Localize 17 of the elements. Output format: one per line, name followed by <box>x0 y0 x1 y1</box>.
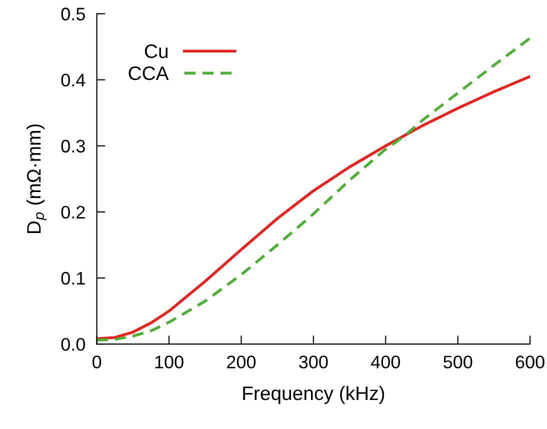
y-tick-label: 0.2 <box>61 206 85 219</box>
y-tick-label: 0.5 <box>61 8 85 20</box>
x-axis-title: Frequency (kHz) <box>243 386 384 404</box>
x-tick-label: 100 <box>155 356 184 368</box>
legend-label: Cu <box>144 44 168 58</box>
y-tick-label: 0.3 <box>61 140 85 153</box>
x-tick-label: 400 <box>370 356 400 368</box>
y-tick-label: 0.4 <box>61 74 86 87</box>
legend-label: CCA <box>128 66 169 80</box>
x-tick-label: 300 <box>299 356 328 368</box>
x-tick-label: 500 <box>444 356 472 368</box>
y-axis-title: D$_{p}$ (mΩ·mm) <box>26 124 47 234</box>
y-tick-label: 0.0 <box>61 338 86 351</box>
x-tick-label: 600 <box>516 356 544 368</box>
x-tick-label: 200 <box>227 356 256 368</box>
x-tick-label: 0 <box>92 356 102 368</box>
y-tick-label: 0.1 <box>61 272 85 285</box>
